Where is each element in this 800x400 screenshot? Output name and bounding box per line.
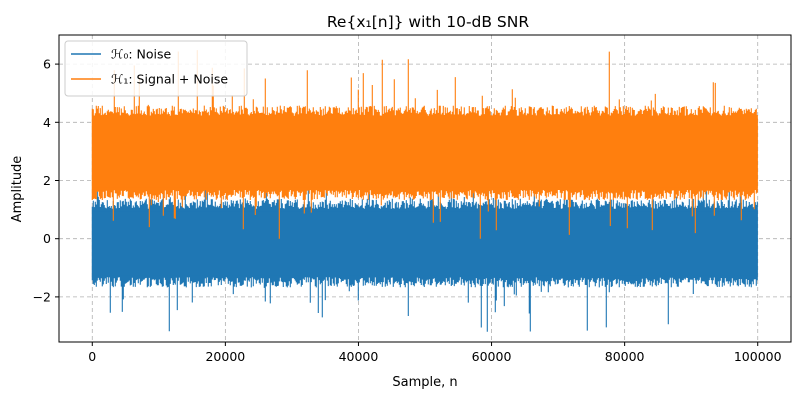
- legend-box: [64, 40, 248, 97]
- legend: ℋ₀: Noise ℋ₁: Signal + Noise: [64, 40, 248, 97]
- x-tick-label: 80000: [605, 349, 645, 364]
- y-axis: −2 0 2 4 6: [33, 57, 59, 304]
- x-axis: 0 20000 40000 60000 80000 100000: [88, 342, 782, 364]
- y-tick-label: 6: [43, 57, 51, 72]
- chart-title: Re{x₁[n]} with 10-dB SNR: [327, 13, 530, 31]
- x-tick-label: 40000: [339, 349, 379, 364]
- x-axis-label: Sample, n: [392, 375, 457, 390]
- legend-label-noise: ℋ₀: Noise: [111, 47, 172, 62]
- x-tick-label: 100000: [734, 349, 782, 364]
- y-axis-label: Amplitude: [10, 156, 25, 223]
- series-layer: [91, 50, 758, 332]
- y-tick-label: 4: [43, 115, 51, 130]
- y-tick-label: 2: [43, 173, 51, 188]
- plot-area-frame: [58, 34, 792, 343]
- x-tick-label: 0: [88, 349, 96, 364]
- y-tick-label: −2: [33, 289, 51, 304]
- series-signal-noise-core: [92, 117, 758, 188]
- legend-label-signal-noise: ℋ₁: Signal + Noise: [111, 72, 228, 87]
- series-noise-core: [92, 211, 758, 276]
- y-tick-label: 0: [43, 231, 51, 246]
- x-tick-label: 20000: [205, 349, 245, 364]
- x-tick-label: 60000: [472, 349, 512, 364]
